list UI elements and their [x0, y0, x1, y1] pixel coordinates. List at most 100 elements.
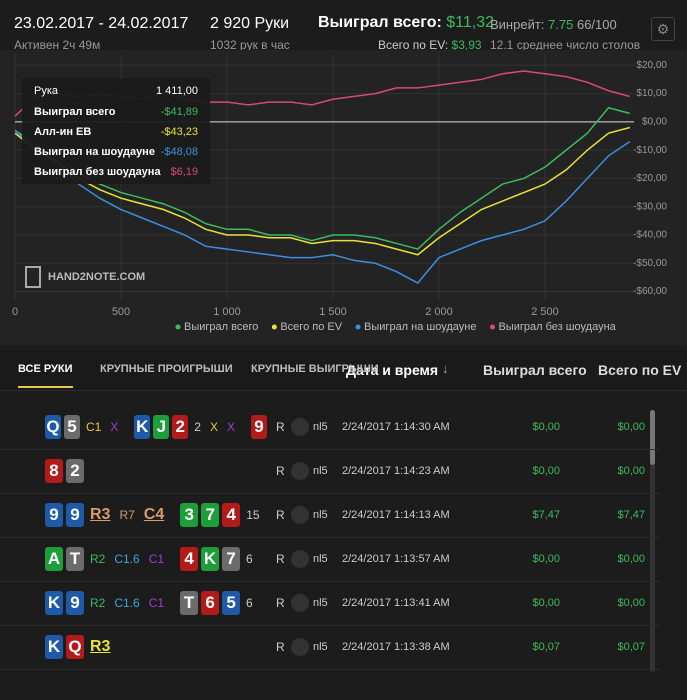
dates: 23.02.2017 - 24.02.2017 — [14, 15, 189, 32]
card: 5 — [63, 415, 80, 439]
date: 2/24/2017 1:13:41 AM — [342, 597, 450, 609]
legend-label: Выиграл всего — [184, 321, 258, 333]
active-time: Активен 2ч 49м — [14, 38, 101, 52]
x-tick-label: 1 500 — [319, 306, 347, 318]
legend-dot — [489, 324, 495, 330]
tooltip-bg — [22, 78, 210, 184]
tables: 12.1 среднее число столов — [490, 38, 641, 52]
action: 6 — [246, 596, 253, 610]
card: T — [66, 547, 84, 571]
mode: R — [276, 552, 285, 566]
tooltip-label: Выиграл всего — [34, 106, 116, 118]
y-tick-label: -$10,00 — [633, 145, 667, 156]
card: 5 — [222, 591, 241, 615]
tooltip-value: -$41,89 — [161, 106, 198, 118]
won: $0,00 — [532, 421, 560, 433]
card: 7 — [222, 547, 241, 571]
ev: $0,00 — [617, 553, 645, 565]
won-value: $11,32 — [446, 14, 494, 31]
play-button[interactable] — [291, 506, 309, 524]
limit: nl5 — [313, 465, 328, 477]
scrollbar[interactable] — [650, 410, 655, 672]
col-won[interactable]: Выиграл всего — [483, 362, 587, 378]
card: 2 — [172, 415, 189, 439]
tooltip-value: 1 411,00 — [156, 85, 198, 97]
x-tick-label: 0 — [12, 306, 18, 318]
tooltip-label: Выиграл на шоудауне — [34, 146, 155, 158]
chart: 0 500 1 000 1 500 2 000 2 500 $20,00 $10,00 $0,0… — [0, 50, 687, 345]
play-button[interactable] — [291, 462, 309, 480]
mode: R — [276, 640, 285, 654]
card: 3 — [180, 503, 199, 527]
card: J — [153, 415, 170, 439]
date: 2/24/2017 1:13:38 AM — [342, 641, 450, 653]
card: 9 — [66, 591, 84, 615]
x-tick-label: 2 500 — [531, 306, 559, 318]
action: 2 — [194, 420, 201, 434]
winrate-value: 7.75 — [548, 17, 574, 32]
play-button[interactable] — [291, 418, 309, 436]
y-tick-label: -$50,00 — [633, 258, 667, 269]
action: R7 — [119, 508, 135, 522]
play-button[interactable] — [291, 550, 309, 568]
date: 2/24/2017 1:14:13 AM — [342, 509, 450, 521]
legend-label: Всего по EV — [280, 321, 342, 333]
y-tick-label: -$30,00 — [633, 201, 667, 212]
tab-bar — [0, 350, 687, 391]
card: K — [45, 591, 63, 615]
y-tick-label: $10,00 — [636, 88, 667, 99]
y-tick-label: $20,00 — [636, 60, 667, 71]
won: $7,47 — [532, 509, 560, 521]
won-label: Выиграл всего: — [318, 14, 442, 31]
y-tick-label: $0,00 — [642, 117, 667, 128]
tooltip-value: -$48,08 — [161, 146, 198, 158]
card: 8 — [45, 459, 63, 483]
date: 2/24/2017 1:14:23 AM — [342, 465, 450, 477]
watermark: HAND2NOTE.COM — [48, 271, 145, 283]
action: R3 — [90, 506, 111, 523]
play-button[interactable] — [291, 594, 309, 612]
play-button[interactable] — [291, 638, 309, 656]
mode: R — [276, 420, 285, 434]
legend-dot — [271, 324, 277, 330]
action: R3 — [90, 638, 111, 655]
y-tick-label: -$40,00 — [633, 230, 667, 241]
hand: K Q R3 — [45, 625, 267, 669]
winrate: Винрейт: 7.75 66/100 — [490, 17, 617, 32]
won: $0,00 — [532, 465, 560, 477]
ev: $0,07 — [617, 641, 645, 653]
limit: nl5 — [313, 641, 328, 653]
ev: $0,00 — [617, 465, 645, 477]
won-total: Выиграл всего: $11,32 — [318, 14, 494, 32]
card: K — [134, 415, 151, 439]
hand: A T R2 C1.6 C1 4 K 7 6 — [45, 537, 267, 581]
scroll-thumb[interactable] — [650, 410, 655, 465]
ev: $7,47 — [617, 509, 645, 521]
tab[interactable]: КРУПНЫЕ ПРОИГРЫШИ — [100, 363, 233, 375]
card: 6 — [201, 591, 220, 615]
tab[interactable]: КРУПНЫЕ ВЫИГРЫШИ — [251, 363, 379, 375]
limit: nl5 — [313, 421, 328, 433]
col-ev[interactable]: Всего по EV — [598, 362, 682, 378]
legend-label: Выиграл на шоудауне — [364, 321, 476, 333]
tooltip-value: -$43,23 — [161, 126, 198, 138]
action: C1.6 — [114, 552, 140, 566]
tab[interactable]: ВСЕ РУКИ — [18, 363, 73, 388]
y-tick-label: -$60,00 — [633, 286, 667, 297]
series-line — [14, 129, 631, 284]
mode: R — [276, 464, 285, 478]
action: C4 — [143, 506, 165, 523]
col-date[interactable]: Дата и время — [346, 362, 439, 378]
x-tick-label: 500 — [112, 306, 130, 318]
action: R2 — [90, 596, 106, 610]
settings-button[interactable]: ⚙ — [651, 17, 675, 41]
limit: nl5 — [313, 553, 328, 565]
